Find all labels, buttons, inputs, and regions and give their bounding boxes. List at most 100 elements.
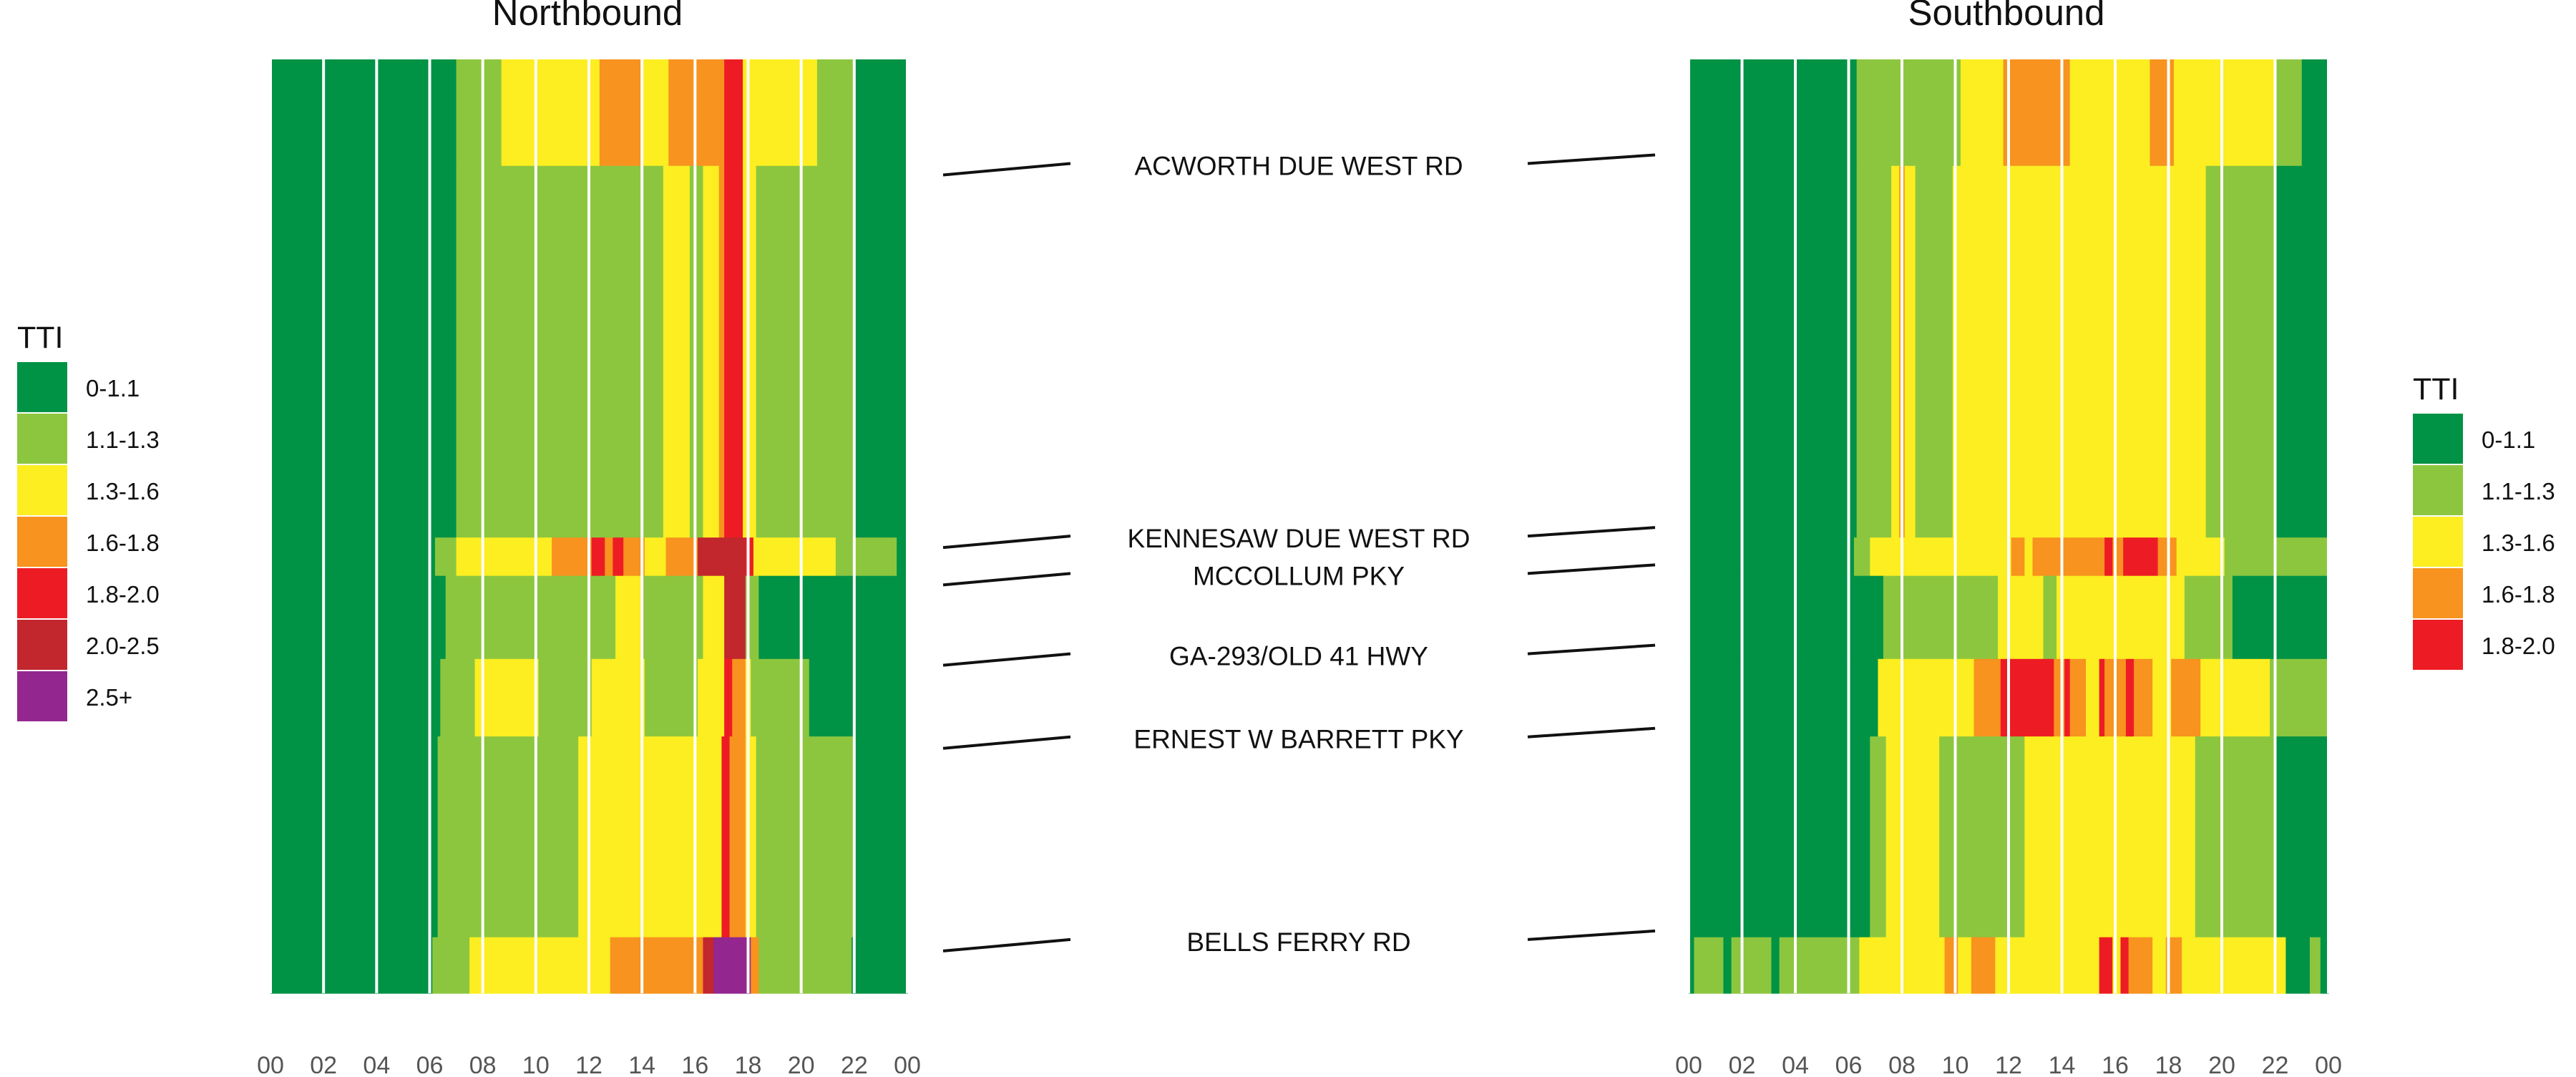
northbound-cell-s5-c5 [721, 736, 731, 938]
northbound-cell-s5-c9 [854, 736, 908, 938]
southbound-cell-s6-c9 [1971, 937, 1996, 994]
northbound-legend-label: 1.8-2.0 [86, 581, 160, 608]
segment-label-kennesaw-due-west-rd: KENNESAW DUE WEST RD [1128, 524, 1470, 553]
northbound-cell-s1-c1 [456, 165, 664, 538]
southbound-cell-s2-c9 [2123, 537, 2159, 577]
northbound-cell-s4-c8 [732, 658, 746, 737]
northbound-cell-s2-c6 [613, 537, 624, 577]
northbound-cell-s0-c3 [546, 59, 600, 167]
northbound-cell-s4-c3 [538, 658, 592, 737]
southbound-x-axis: 00 02 04 06 08 10 12 14 16 18 20 22 00 [1675, 1052, 2342, 1077]
southbound-x-tick-label: 14 [2049, 1052, 2076, 1073]
southbound-x-tick-label: 20 [2208, 1052, 2235, 1073]
southbound-cell-s2-c2 [1870, 537, 2012, 577]
segment-label-acworth-due-west-rd: ACWORTH DUE WEST RD [1134, 151, 1463, 180]
northbound-cell-s4-c4 [591, 658, 645, 737]
southbound-x-tick-label: 08 [1888, 1052, 1916, 1073]
northbound-cell-s3-c0 [270, 575, 447, 660]
northbound-cell-s0-c0 [270, 59, 457, 167]
southbound-cell-s2-c11 [2176, 537, 2225, 577]
northbound-cell-s4-c11 [809, 658, 908, 737]
southbound-legend-label: 1.1-1.3 [2482, 478, 2555, 505]
southbound-cell-s0-c10 [2219, 59, 2276, 167]
northbound-legend-swatch [17, 568, 67, 618]
southbound-cell-s6-c20 [2320, 937, 2329, 994]
southbound-cell-s1-c2 [1891, 165, 1900, 538]
northbound-cell-s6-c11 [852, 937, 908, 994]
northbound-cell-s3-c5 [724, 575, 746, 660]
northbound-cell-s5-c6 [729, 736, 746, 938]
southbound-cell-s6-c14 [2128, 937, 2153, 994]
northbound-cell-s6-c8 [751, 937, 759, 994]
northbound-heatmap [269, 59, 909, 994]
northbound-cell-s6-c2 [469, 937, 611, 994]
southbound-x-tick-label: 02 [1729, 1052, 1756, 1073]
southbound-cell-s0-c4 [1960, 59, 2004, 167]
southbound-cell-s2-c12 [2224, 537, 2258, 577]
segment-label-mccollum-pky: MCCOLLUM PKY [1193, 561, 1405, 590]
northbound-legend-label: 2.0-2.5 [86, 633, 160, 659]
northbound-cell-s0-c6 [668, 59, 696, 167]
southbound-cell-s0-c2 [1883, 59, 1924, 167]
legend-southbound: TTI 0-1.1 1.1-1.3 1.3-1.6 1.6-1.8 1.8-2.0 [2413, 372, 2555, 670]
southbound-x-tick-label: 00 [2315, 1052, 2342, 1073]
southbound-cell-s6-c17 [2182, 937, 2286, 994]
southbound-cell-s5-c2 [1870, 736, 1887, 938]
northbound-cell-s1-c3 [689, 165, 704, 538]
northbound-cell-s2-c9 [665, 537, 698, 577]
southbound-cell-s1-c7 [2205, 165, 2276, 538]
northbound-x-tick-label: 00 [257, 1052, 284, 1073]
southbound-legend-label: 0-1.1 [2482, 427, 2535, 453]
northbound-cell-s1-c4 [703, 165, 720, 538]
southbound-cell-s6-c10 [1995, 937, 2100, 994]
northbound-cell-s6-c5 [676, 937, 704, 994]
southbound-heatmap [1687, 59, 2330, 994]
southbound-legend-swatch [2413, 414, 2463, 464]
southbound-cell-s2-c1 [1853, 537, 1870, 577]
leader-left-bells-ferry-rd [942, 937, 1071, 952]
northbound-cell-s0-c11 [816, 59, 855, 167]
northbound-cell-s3-c3 [642, 575, 704, 660]
southbound-cell-s6-c19 [2309, 937, 2321, 994]
northbound-legend-swatch [17, 465, 67, 515]
southbound-legend-title: TTI [2413, 372, 2459, 406]
northbound-x-tick-label: 20 [788, 1052, 815, 1073]
southbound-x-tick-label: 16 [2102, 1052, 2129, 1073]
southbound-cell-s2-c3 [2011, 537, 2025, 577]
southbound-cell-s4-c3 [1974, 658, 2001, 737]
northbound-cell-s2-c5 [605, 537, 613, 577]
northbound-x-tick-label: 16 [681, 1052, 708, 1073]
southbound-cell-s1-c8 [2275, 165, 2329, 538]
southbound-cell-s4-c7 [2069, 658, 2087, 737]
southbound-x-tick-label: 00 [1675, 1052, 1702, 1073]
northbound-x-tick-label: 12 [575, 1052, 602, 1073]
southbound-cell-s4-c6 [2064, 658, 2071, 737]
northbound-cell-s4-c1 [440, 658, 476, 737]
northbound-cell-s2-c3 [552, 537, 592, 577]
northbound-cell-s0-c2 [501, 59, 547, 167]
northbound-cell-s6-c6 [703, 937, 714, 994]
leader-right-ga-293-old-41-hwy [1527, 643, 1656, 656]
southbound-cell-s2-c7 [2104, 537, 2113, 577]
southbound-cell-s3-c5 [2057, 575, 2185, 660]
northbound-x-tick-label: 14 [628, 1052, 655, 1073]
northbound-legend-swatch [17, 414, 67, 464]
northbound-legend-label: 0-1.1 [86, 375, 140, 401]
northbound-x-tick-label: 22 [841, 1052, 868, 1073]
southbound-cell-s5-c1 [1856, 736, 1870, 938]
legend-northbound: TTI 0-1.1 1.1-1.3 1.3-1.6 1.6-1.8 1.8-2.0 2.0-… [17, 321, 160, 721]
southbound-cell-s5-c6 [2195, 736, 2276, 938]
leader-left-acworth-due-west-rd [942, 162, 1071, 177]
southbound-cell-s3-c0 [1689, 575, 1858, 660]
northbound-cell-s0-c8 [724, 59, 743, 167]
leader-left-ga-293-old-41-hwy [942, 652, 1071, 667]
northbound-legend-label: 2.5+ [86, 684, 132, 711]
southbound-cell-s4-c0 [1689, 658, 1858, 737]
southbound-title: Southbound [1908, 0, 2104, 33]
leader-left-kennesaw-due-west-rd [942, 535, 1071, 550]
southbound-cell-s4-c15 [2200, 658, 2270, 737]
southbound-cell-s6-c8 [1958, 937, 1972, 994]
northbound-legend-label: 1.3-1.6 [86, 478, 160, 505]
northbound-cell-s6-c10 [816, 937, 852, 994]
